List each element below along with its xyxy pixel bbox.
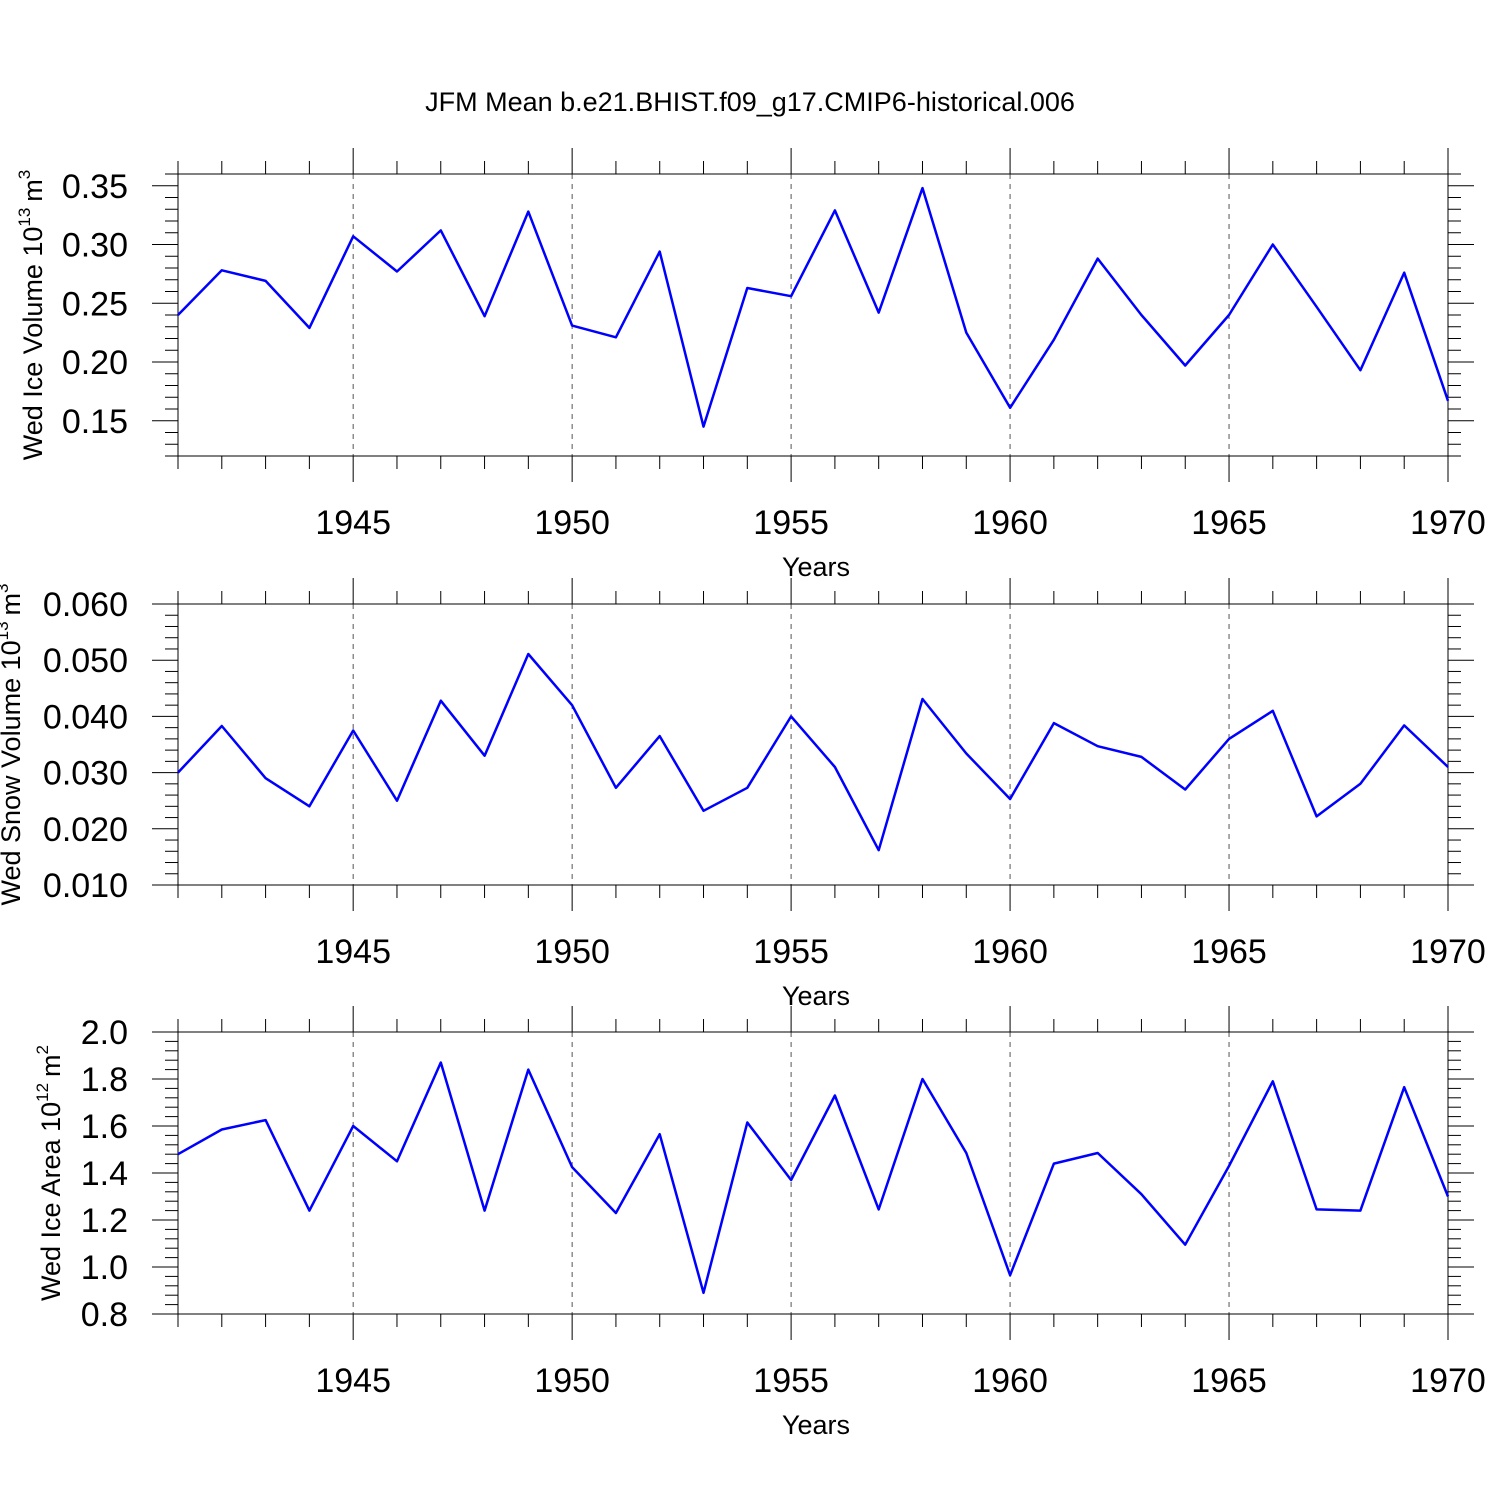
y-tick-label: 0.040 <box>43 698 128 736</box>
y-tick-label: 0.35 <box>62 168 128 206</box>
x-axis-label: Years <box>782 552 850 582</box>
y-tick-label: 1.8 <box>81 1061 128 1099</box>
x-tick-label: 1945 <box>315 933 391 971</box>
chart-panel-3: 0.8 1.0 1.2 1.4 1.6 1.8 2.0 1945 1950 1955 1960 196… <box>33 1006 1486 1440</box>
x-tick-label: 1965 <box>1191 1362 1267 1400</box>
y-tick-label: 1.6 <box>81 1108 128 1146</box>
x-tick-label: 1955 <box>753 933 829 971</box>
series-line <box>177 186 1450 428</box>
x-tick-label: 1965 <box>1191 933 1267 971</box>
x-tick-label: 1950 <box>534 1362 610 1400</box>
y-axis-label: Wed Snow Volume 1013m3 <box>0 583 26 905</box>
x-axis-label: Years <box>782 1410 850 1440</box>
y-tick-label: 0.25 <box>62 285 128 323</box>
x-tick-label: 1960 <box>972 1362 1048 1400</box>
x-tick-label: 1970 <box>1410 504 1486 542</box>
y-tick-label: 1.4 <box>81 1155 128 1193</box>
chart-panel-2: 0.010 0.020 0.030 0.040 0.050 0.060 1945 1950 19… <box>0 578 1486 1011</box>
y-tick-label: 0.030 <box>43 755 128 793</box>
series-line <box>177 652 1449 852</box>
y-tick-label: 0.050 <box>43 642 128 680</box>
chart-panel-1: 0.15 0.20 0.25 0.30 0.35 1945 1950 1955 1960 1965… <box>15 148 1486 582</box>
plot-frame <box>177 603 1449 886</box>
x-tick-label: 1955 <box>753 1362 829 1400</box>
series-line <box>177 1061 1450 1295</box>
x-tick-label: 1950 <box>534 933 610 971</box>
figure-title: JFM Mean b.e21.BHIST.f09_g17.CMIP6-histo… <box>425 87 1075 117</box>
x-axis-label: Years <box>782 981 850 1011</box>
x-tick-label: 1950 <box>534 504 610 542</box>
y-tick-label: 1.2 <box>81 1202 128 1240</box>
x-tick-label: 1960 <box>972 504 1048 542</box>
y-tick-label: 1.0 <box>81 1249 128 1287</box>
y-tick-label: 0.060 <box>43 586 128 624</box>
x-tick-label: 1945 <box>315 1362 391 1400</box>
y-tick-label: 0.15 <box>62 403 128 441</box>
y-tick-label: 0.010 <box>43 867 128 905</box>
y-tick-label: 0.20 <box>62 344 128 382</box>
x-tick-label: 1955 <box>753 504 829 542</box>
y-axis-label: Wed Ice Area 1012m2 <box>33 1045 66 1301</box>
y-tick-label: 0.8 <box>81 1296 128 1334</box>
x-tick-label: 1960 <box>972 933 1048 971</box>
x-tick-label: 1945 <box>315 504 391 542</box>
y-axis-label: Wed Ice Volume 1013m3 <box>15 170 48 461</box>
y-tick-label: 2.0 <box>81 1014 128 1052</box>
x-tick-label: 1970 <box>1410 933 1486 971</box>
x-tick-label: 1965 <box>1191 504 1267 542</box>
y-tick-label: 0.020 <box>43 811 128 849</box>
y-tick-label: 0.30 <box>62 227 128 265</box>
x-tick-label: 1970 <box>1410 1362 1486 1400</box>
